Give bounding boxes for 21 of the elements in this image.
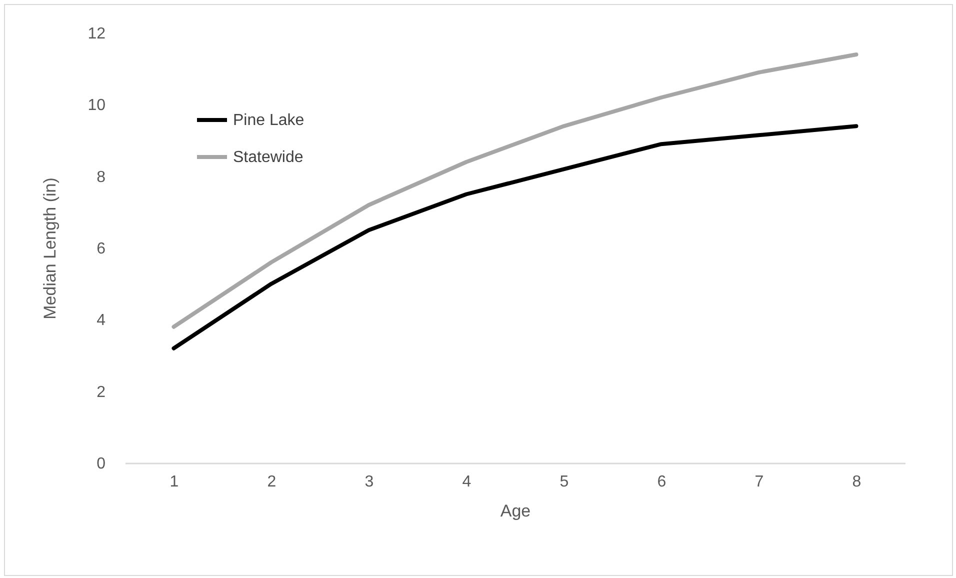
x-tick-label: 6 <box>657 474 666 490</box>
x-tick-label: 8 <box>852 474 862 490</box>
y-tick-label: 0 <box>96 456 106 472</box>
x-tick-label: 4 <box>462 474 472 490</box>
line-series <box>172 52 858 329</box>
y-tick-label: 10 <box>88 97 106 114</box>
line-series <box>172 124 858 350</box>
y-tick-label: 12 <box>88 26 106 42</box>
y-tick-label: 4 <box>96 312 106 330</box>
y-axis-title: Median Length (in) <box>40 178 60 320</box>
x-tick-label: 2 <box>267 474 276 490</box>
y-tick-label: 8 <box>96 168 106 186</box>
y-tick-label: 2 <box>96 384 106 401</box>
legend-label: Statewide <box>233 149 304 166</box>
x-axis-title: Age <box>500 502 531 520</box>
legend-label: Pine Lake <box>233 112 304 129</box>
y-tick-label: 6 <box>96 240 106 258</box>
x-tick-label: 5 <box>560 474 569 490</box>
x-tick-label: 3 <box>364 474 374 490</box>
x-tick-label: 7 <box>754 474 764 490</box>
x-tick-label: 1 <box>170 474 179 490</box>
